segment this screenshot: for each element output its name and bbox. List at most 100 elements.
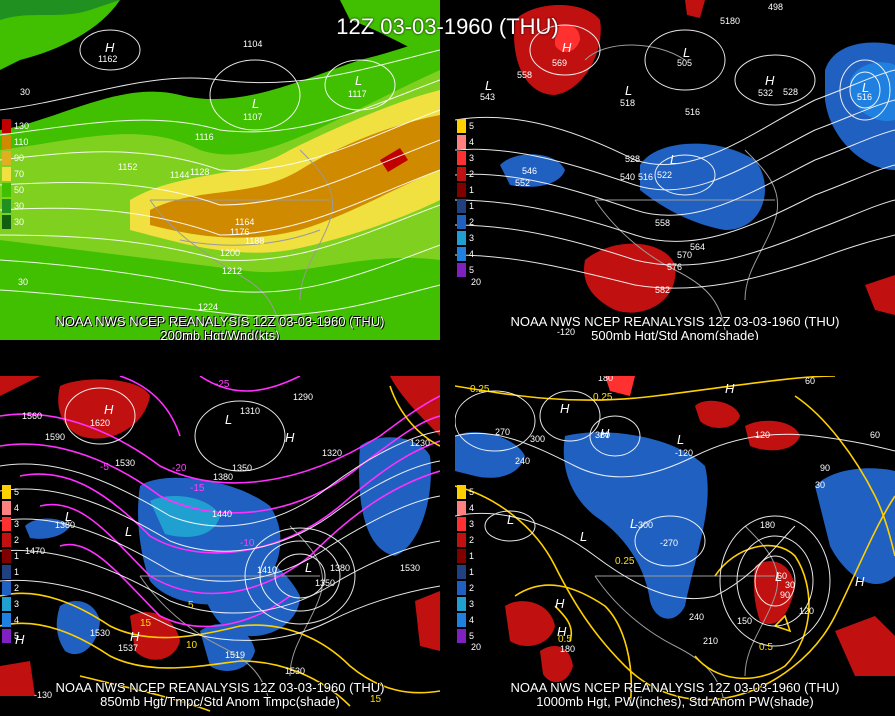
legend-swatch bbox=[457, 151, 466, 165]
legend-swatch bbox=[2, 199, 11, 213]
legend-swatch bbox=[457, 247, 466, 261]
legend-label: 1 bbox=[14, 567, 20, 577]
high-label: H bbox=[555, 596, 565, 611]
high-label: H bbox=[725, 381, 735, 396]
legend-label: 3 bbox=[469, 599, 475, 609]
contour-label: 558 bbox=[655, 218, 670, 228]
caption-line1: NOAA NWS NCEP REANALYSIS 12Z 03-03-1960 … bbox=[55, 680, 385, 695]
legend-swatch bbox=[457, 549, 466, 563]
legend-label: 2 bbox=[14, 535, 20, 545]
contour-label: 90 bbox=[780, 590, 790, 600]
caption-line2: 500mb Hgt/Std Anom(shade) bbox=[591, 328, 759, 341]
contour-label: -130 bbox=[34, 690, 52, 700]
legend-label: 130 bbox=[14, 121, 30, 131]
temp-label: 10 bbox=[186, 640, 198, 651]
contour-label: 528 bbox=[783, 87, 798, 97]
contour-label: 300 bbox=[530, 434, 545, 444]
contour-labels: 1560 1590 1620 1530 1310 1380 1290 1350 … bbox=[22, 379, 430, 705]
legend-200mb: 130 110 90 70 50 30 30 bbox=[2, 118, 32, 230]
legend-label: 3 bbox=[14, 599, 20, 609]
temp-label: -15 bbox=[190, 483, 205, 494]
contour-label: 1519 bbox=[225, 650, 245, 660]
contour-label: -120 bbox=[557, 327, 575, 337]
legend-entry: 130 bbox=[2, 118, 32, 134]
high-label: H bbox=[562, 40, 572, 55]
legend-entry: 2 bbox=[2, 580, 32, 596]
low-label: L bbox=[630, 516, 637, 531]
legend-swatch bbox=[457, 597, 466, 611]
legend-swatch bbox=[457, 199, 466, 213]
legend-label: 1 bbox=[469, 201, 475, 211]
high-label: H bbox=[130, 629, 140, 644]
legend-swatch bbox=[457, 533, 466, 547]
map-850mb: H L H L L L H H 1560 1590 1620 1530 1310… bbox=[0, 376, 440, 716]
legend-swatch bbox=[457, 501, 466, 515]
legend-label: 1 bbox=[14, 551, 20, 561]
contour-label: 1212 bbox=[222, 266, 242, 276]
legend-label: 4 bbox=[14, 615, 20, 625]
legend-entry: 3 bbox=[2, 516, 32, 532]
contour-label: 582 bbox=[655, 285, 670, 295]
legend-entry: 5 bbox=[457, 484, 487, 500]
contour-label: 564 bbox=[690, 242, 705, 252]
legend-swatch bbox=[2, 597, 11, 611]
legend-entry: 3 bbox=[2, 596, 32, 612]
contour-label: 1200 bbox=[220, 248, 240, 258]
caption-850mb: NOAA NWS NCEP REANALYSIS 12Z 03-03-1960 … bbox=[0, 681, 440, 709]
legend-label: 4 bbox=[14, 503, 20, 513]
pw-label: 0.25 bbox=[470, 384, 490, 395]
temp-label: 15 bbox=[370, 694, 382, 705]
legend-swatch bbox=[2, 119, 11, 133]
legend-500mb: 5 4 3 2 1 1 2 3 4 5 bbox=[457, 118, 487, 278]
contour-labels: 1104 1162 1107 1117 1116 1152 1144 1128 … bbox=[18, 39, 367, 312]
legend-label: 2 bbox=[14, 583, 20, 593]
contour-label: 30 bbox=[20, 87, 30, 97]
legend-entry: 4 bbox=[2, 612, 32, 628]
contour-labels: 558 569 505 518 516 5180 498 532 528 516… bbox=[471, 2, 872, 337]
low-label: L bbox=[775, 569, 782, 584]
contour-label: 1620 bbox=[90, 418, 110, 428]
legend-swatch bbox=[457, 517, 466, 531]
contour-label: 1152 bbox=[118, 162, 137, 172]
low-label: L bbox=[355, 73, 362, 88]
legend-swatch bbox=[457, 565, 466, 579]
high-label: H bbox=[285, 430, 295, 445]
contour-label: 240 bbox=[689, 612, 704, 622]
contour-label: 120 bbox=[799, 606, 814, 616]
legend-label: 2 bbox=[469, 583, 475, 593]
legend-swatch bbox=[2, 581, 11, 595]
contour-label: -120 bbox=[675, 448, 693, 458]
pw-label: 0.5 bbox=[558, 634, 572, 645]
legend-label: 1 bbox=[469, 551, 475, 561]
contour-label: 240 bbox=[515, 456, 530, 466]
temp-label: -10 bbox=[240, 538, 255, 549]
legend-entry: 30 bbox=[2, 198, 32, 214]
contour-label: 180 bbox=[560, 644, 575, 654]
legend-label: 2 bbox=[469, 217, 475, 227]
low-label: L bbox=[252, 96, 259, 111]
contour-label: 150 bbox=[737, 616, 752, 626]
legend-swatch bbox=[457, 119, 466, 133]
contour-label: 1290 bbox=[293, 392, 313, 402]
legend-swatch bbox=[457, 215, 466, 229]
contour-label: 20 bbox=[471, 277, 481, 287]
legend-entry: 4 bbox=[457, 500, 487, 516]
legend-swatch bbox=[2, 167, 11, 181]
contour-label: 270 bbox=[495, 427, 510, 437]
legend-label: 30 bbox=[14, 201, 25, 211]
low-label: L bbox=[625, 83, 632, 98]
caption-line1: NOAA NWS NCEP REANALYSIS 12Z 03-03-1960 … bbox=[55, 314, 385, 329]
contour-label: 569 bbox=[552, 58, 567, 68]
temp-label: 15 bbox=[140, 618, 152, 629]
panel-850mb: H L H L L L H H 1560 1590 1620 1530 1310… bbox=[0, 376, 440, 716]
caption-line2: 200mb Hgt/Wnd(kts) bbox=[160, 328, 280, 341]
legend-swatch bbox=[2, 135, 11, 149]
legend-swatch bbox=[457, 231, 466, 245]
high-label: H bbox=[557, 624, 567, 639]
legend-label: 4 bbox=[469, 249, 475, 259]
legend-label: 2 bbox=[469, 535, 475, 545]
contour-label: 5180 bbox=[720, 16, 740, 26]
contour-label: 1176 bbox=[230, 227, 249, 237]
legend-entry: 30 bbox=[2, 214, 32, 230]
contour-label: 180 bbox=[760, 520, 775, 530]
